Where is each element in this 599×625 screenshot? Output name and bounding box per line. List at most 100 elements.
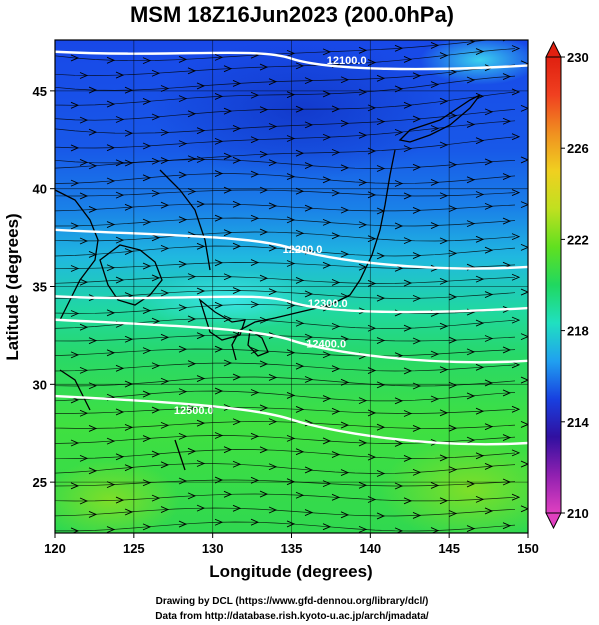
- streamline-arrow: [196, 287, 206, 295]
- streamline-arrow: [430, 395, 440, 403]
- streamline-arrow: [331, 322, 341, 330]
- x-tick-label: 135: [281, 541, 303, 556]
- streamline-arrow: [484, 202, 494, 210]
- streamline-arrow: [160, 421, 170, 429]
- streamline-arrow: [142, 98, 152, 105]
- streamline-arrow: [160, 506, 170, 513]
- streamline-arrow: [520, 505, 528, 513]
- streamline-arrow: [79, 409, 89, 417]
- streamline-arrow: [304, 466, 314, 474]
- streamline: [55, 362, 516, 372]
- streamline-arrow: [232, 200, 242, 208]
- wind-streamlines: [55, 40, 528, 533]
- streamline-arrow: [232, 460, 242, 468]
- streamline-arrow: [124, 335, 134, 343]
- streamline-arrow: [286, 349, 296, 357]
- streamline-arrow: [232, 504, 242, 512]
- streamline-arrow: [511, 233, 521, 241]
- x-tick-label: 120: [44, 541, 66, 556]
- streamline-arrow: [178, 140, 188, 148]
- streamline-arrow: [502, 217, 512, 225]
- streamline-arrow: [106, 221, 116, 228]
- streamline-arrow: [106, 144, 116, 152]
- streamline-arrow: [88, 382, 98, 390]
- streamline-arrow: [439, 454, 449, 462]
- streamline-arrow: [295, 405, 305, 413]
- streamline: [55, 75, 516, 106]
- streamline-arrow: [214, 53, 224, 61]
- streamline-arrow: [70, 310, 80, 317]
- streamline-arrow: [178, 388, 188, 396]
- streamline-arrow: [88, 162, 98, 170]
- streamline-arrow: [430, 350, 440, 358]
- streamline-arrow: [223, 446, 233, 454]
- streamline-arrow: [259, 186, 269, 194]
- streamline-arrow: [88, 206, 98, 213]
- streamline-arrow: [106, 177, 116, 185]
- streamline-arrow: [448, 161, 458, 169]
- streamline-arrow: [124, 159, 134, 167]
- streamline-arrow: [430, 179, 440, 186]
- streamline-arrow: [124, 203, 134, 211]
- contour-label: 12400.0: [306, 338, 346, 350]
- streamline-arrow: [430, 482, 440, 489]
- streamline-arrow: [412, 252, 422, 259]
- streamline-arrow: [151, 234, 161, 242]
- streamline: [55, 120, 516, 149]
- streamline-arrow: [286, 478, 296, 486]
- streamline-arrow: [178, 304, 188, 312]
- streamline-arrow: [520, 288, 528, 296]
- streamline-arrow: [142, 479, 152, 487]
- streamline-arrow: [340, 76, 350, 84]
- streamline-arrow: [268, 506, 278, 514]
- streamline-arrow: [223, 152, 233, 160]
- streamline-arrow: [520, 104, 528, 112]
- streamline-arrow: [475, 275, 485, 283]
- streamline-arrow: [403, 145, 413, 153]
- streamline-arrow: [70, 179, 80, 187]
- streamline-arrow: [106, 437, 116, 445]
- streamline-arrow: [88, 86, 98, 94]
- streamline-arrow: [106, 100, 116, 108]
- streamline-arrow: [340, 469, 350, 476]
- streamline-arrow: [448, 293, 458, 301]
- streamline-arrow: [322, 90, 332, 98]
- streamline-arrow: [196, 82, 206, 90]
- streamline-arrow: [223, 273, 233, 281]
- x-axis-ticks: 120 125 130 135 140 145 150: [44, 533, 539, 556]
- streamline-arrow: [358, 46, 368, 54]
- streamline-arrow: [520, 460, 528, 468]
- streamline-arrow: [250, 389, 260, 396]
- streamline-arrow: [79, 278, 89, 286]
- streamline-arrow: [142, 142, 152, 150]
- streamline-arrow: [268, 202, 278, 210]
- streamline-arrow: [358, 179, 368, 186]
- streamline-arrow: [160, 157, 170, 164]
- streamline-arrow: [322, 351, 332, 359]
- streamline-arrow: [142, 218, 152, 226]
- streamline-arrow: [106, 526, 116, 533]
- streamline: [55, 136, 516, 164]
- streamline-arrow: [142, 347, 152, 355]
- streamline-arrow: [295, 319, 305, 327]
- streamline-arrow: [187, 155, 197, 163]
- streamline-arrow: [439, 497, 449, 505]
- streamline-arrow: [196, 375, 206, 382]
- streamline-arrow: [250, 432, 260, 440]
- streamline-arrow: [340, 335, 350, 343]
- streamline-arrow: [160, 129, 170, 136]
- streamline-arrow: [304, 509, 314, 516]
- streamline: [55, 493, 516, 502]
- streamline-arrow: [223, 490, 233, 498]
- streamline-arrow: [376, 423, 386, 431]
- streamline-arrow: [70, 54, 80, 62]
- streamline-arrow: [394, 440, 404, 447]
- streamline-arrow: [430, 125, 440, 132]
- streamline-arrow: [79, 116, 89, 124]
- contour-label: 12200.0: [283, 244, 323, 256]
- streamline-arrow: [151, 450, 161, 458]
- streamline-arrow: [142, 57, 152, 65]
- streamline-arrow: [304, 77, 314, 85]
- streamline-arrow: [151, 317, 161, 325]
- streamline-arrow: [358, 439, 368, 447]
